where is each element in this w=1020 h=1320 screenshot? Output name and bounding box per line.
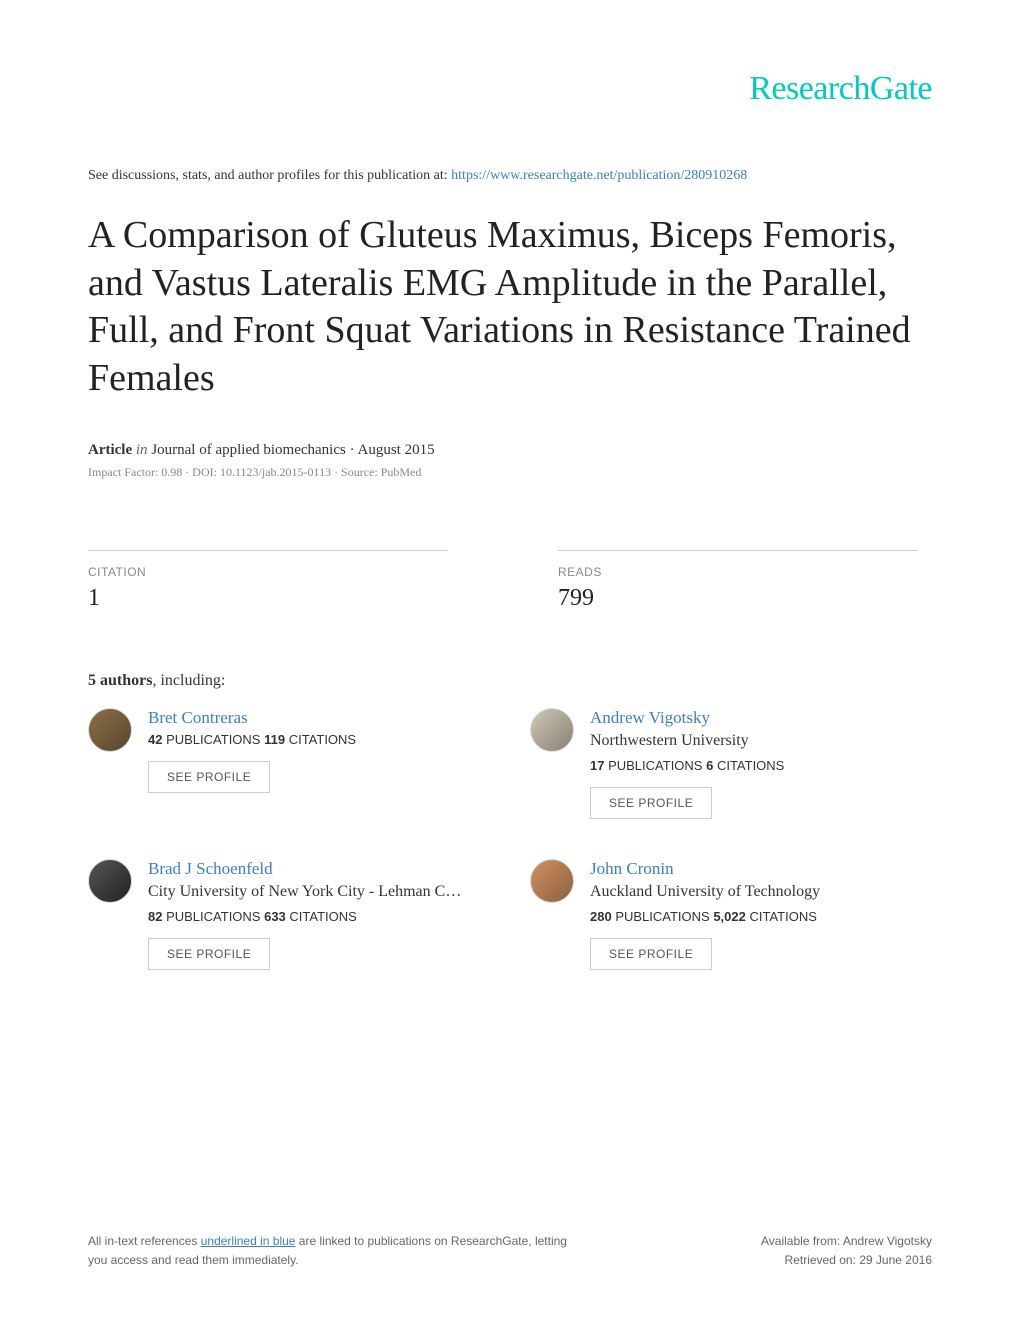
citation-value: 1 — [88, 585, 448, 612]
author-info: Brad J Schoenfeld City University of New… — [148, 859, 490, 970]
author-avatar[interactable] — [88, 708, 132, 752]
article-journal: Journal of applied biomechanics · August… — [148, 442, 435, 458]
author-avatar[interactable] — [530, 708, 574, 752]
see-profile-button[interactable]: SEE PROFILE — [148, 761, 270, 793]
stats-row: CITATION 1 READS 799 — [88, 550, 932, 612]
footer-retrieved: Retrieved on: 29 June 2016 — [761, 1251, 932, 1270]
footer-left-blue: underlined in blue — [201, 1234, 296, 1248]
citation-label: CITATION — [88, 565, 448, 579]
author-avatar[interactable] — [88, 859, 132, 903]
article-in: in — [136, 442, 148, 458]
researchgate-logo: ResearchGate — [88, 70, 932, 108]
citation-block: CITATION 1 — [88, 550, 448, 612]
see-profile-button[interactable]: SEE PROFILE — [590, 938, 712, 970]
footer-left-pre: All in-text references — [88, 1234, 201, 1248]
author-info: John Cronin Auckland University of Techn… — [590, 859, 932, 970]
author-affiliation: Northwestern University — [590, 732, 910, 750]
authors-grid: Bret Contreras 42 PUBLICATIONS 119 CITAT… — [88, 708, 932, 970]
discussion-line: See discussions, stats, and author profi… — [88, 168, 932, 184]
author-stats: 82 PUBLICATIONS 633 CITATIONS — [148, 909, 490, 924]
page-footer: All in-text references underlined in blu… — [88, 1232, 932, 1270]
impact-line: Impact Factor: 0.98 · DOI: 10.1123/jab.2… — [88, 465, 932, 480]
reads-value: 799 — [558, 585, 918, 612]
authors-rest: , including: — [152, 672, 225, 689]
author-name-link[interactable]: Brad J Schoenfeld — [148, 859, 490, 879]
author-card: Andrew Vigotsky Northwestern University … — [530, 708, 932, 819]
footer-right: Available from: Andrew Vigotsky Retrieve… — [761, 1232, 932, 1270]
publication-link[interactable]: https://www.researchgate.net/publication… — [451, 168, 747, 183]
author-stats: 42 PUBLICATIONS 119 CITATIONS — [148, 732, 490, 747]
author-info: Bret Contreras 42 PUBLICATIONS 119 CITAT… — [148, 708, 490, 819]
author-card: John Cronin Auckland University of Techn… — [530, 859, 932, 970]
footer-available: Available from: Andrew Vigotsky — [761, 1232, 932, 1251]
author-name-link[interactable]: Andrew Vigotsky — [590, 708, 932, 728]
author-stats: 280 PUBLICATIONS 5,022 CITATIONS — [590, 909, 932, 924]
article-label: Article — [88, 442, 132, 458]
author-card: Brad J Schoenfeld City University of New… — [88, 859, 490, 970]
author-name-link[interactable]: John Cronin — [590, 859, 932, 879]
publication-title: A Comparison of Gluteus Maximus, Biceps … — [88, 212, 932, 402]
author-avatar[interactable] — [530, 859, 574, 903]
author-stats: 17 PUBLICATIONS 6 CITATIONS — [590, 758, 932, 773]
authors-count: 5 authors — [88, 672, 152, 689]
see-profile-button[interactable]: SEE PROFILE — [148, 938, 270, 970]
footer-left: All in-text references underlined in blu… — [88, 1232, 588, 1270]
authors-heading: 5 authors, including: — [88, 672, 932, 690]
author-card: Bret Contreras 42 PUBLICATIONS 119 CITAT… — [88, 708, 490, 819]
reads-label: READS — [558, 565, 918, 579]
reads-block: READS 799 — [558, 550, 918, 612]
article-meta: Article in Journal of applied biomechani… — [88, 442, 932, 459]
author-info: Andrew Vigotsky Northwestern University … — [590, 708, 932, 819]
discussion-prefix: See discussions, stats, and author profi… — [88, 168, 451, 183]
author-name-link[interactable]: Bret Contreras — [148, 708, 490, 728]
see-profile-button[interactable]: SEE PROFILE — [590, 787, 712, 819]
author-affiliation: Auckland University of Technology — [590, 883, 910, 901]
author-affiliation: City University of New York City - Lehma… — [148, 883, 468, 901]
